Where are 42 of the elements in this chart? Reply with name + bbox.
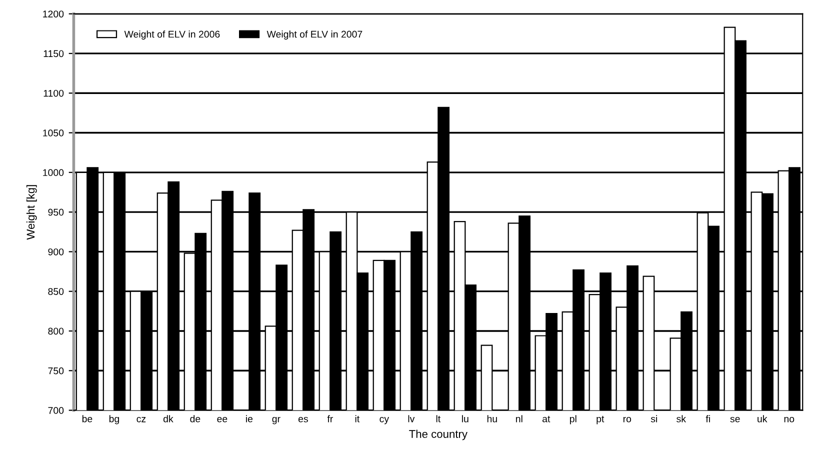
legend-label: Weight of ELV in 2006 — [124, 30, 220, 40]
x-tick-label: gr — [272, 416, 280, 424]
y-tick-label: 900 — [48, 248, 64, 256]
x-tick-label: de — [190, 415, 200, 422]
y-tick-label: 1150 — [44, 50, 64, 58]
x-tick-label: es — [298, 416, 308, 422]
y-tick-label: 1100 — [44, 90, 64, 97]
x-tick-label: nl — [516, 415, 522, 422]
x-tick-label: cy — [380, 416, 390, 424]
x-tick-label: dk — [163, 415, 174, 422]
x-tick-label: se — [730, 416, 740, 422]
x-tick-label: pt — [596, 416, 604, 424]
x-tick-label: lt — [436, 415, 441, 422]
x-tick-label: ie — [246, 415, 253, 422]
x-axis-title: The country — [409, 430, 468, 440]
x-tick-label: no — [784, 416, 794, 422]
x-tick-label: ro — [623, 416, 632, 422]
x-tick-label: at — [542, 416, 550, 422]
y-tick-label: 950 — [48, 208, 64, 216]
legend-label: Weight of ELV in 2007 — [266, 30, 362, 40]
x-tick-label: be — [82, 415, 92, 422]
x-tick-label: fi — [706, 415, 710, 422]
y-tick-label: 850 — [48, 288, 64, 295]
y-axis-title: Weight [kg] — [26, 185, 37, 240]
x-tick-label: ee — [217, 416, 228, 422]
x-tick-label: it — [355, 415, 360, 422]
y-tick-label: 1050 — [43, 130, 64, 136]
y-tick-label: 1200 — [43, 10, 64, 18]
x-tick-label: lv — [408, 415, 415, 422]
y-tick-label: 700 — [48, 407, 64, 414]
y-tick-label: 1000 — [43, 169, 64, 176]
x-tick-label: si — [650, 415, 657, 422]
y-tick-label: 750 — [48, 367, 64, 374]
x-tick-label: bg — [109, 415, 119, 424]
x-tick-label: uk — [758, 415, 768, 422]
x-tick-label: cz — [136, 416, 146, 422]
x-tick-label: sk — [676, 415, 686, 422]
x-tick-label: lu — [462, 415, 468, 422]
x-tick-label: fr — [327, 415, 333, 422]
x-tick-label: hu — [487, 415, 497, 422]
x-tick-label: pl — [570, 415, 576, 424]
y-tick-label: 800 — [48, 328, 64, 335]
